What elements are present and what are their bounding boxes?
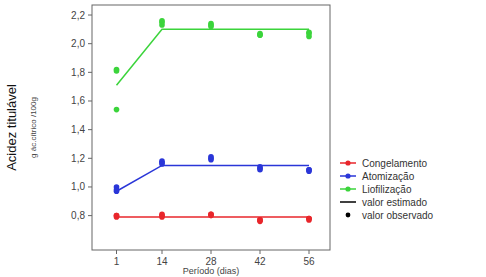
y-tick-label: 2,2 [71, 10, 85, 21]
observed-point [257, 217, 263, 223]
x-axis-label: Período (dias) [183, 266, 240, 276]
legend-marker [345, 186, 350, 191]
y-tick [88, 100, 92, 101]
legend-marker [346, 213, 351, 218]
observed-point [306, 216, 312, 222]
y-tick [88, 129, 92, 130]
observed-point [257, 32, 263, 38]
legend-label: Atomização [362, 171, 415, 182]
legend-line [340, 201, 356, 203]
y-axis-unit: g ác.cítrico /100g [29, 97, 38, 158]
estimated-line [117, 29, 310, 85]
observed-point [114, 213, 120, 219]
observed-point [306, 29, 312, 35]
observed-point [159, 18, 165, 24]
x-tick [116, 250, 117, 254]
observed-point [208, 211, 214, 217]
observed-point [306, 216, 312, 222]
y-tick [88, 15, 92, 16]
observed-point [114, 67, 120, 73]
observed-point [257, 32, 263, 38]
y-tick-label: 1,6 [71, 95, 85, 106]
y-tick-label: 2,0 [71, 38, 85, 49]
x-tick-label: 1 [114, 256, 120, 267]
y-tick [88, 43, 92, 44]
x-tick [260, 250, 261, 254]
observed-point [208, 211, 214, 217]
y-tick-label: 1,2 [71, 153, 85, 164]
x-tick [162, 250, 163, 254]
x-tick-label: 14 [156, 256, 168, 267]
legend-marker [345, 160, 350, 165]
estimated-line [117, 165, 310, 191]
plot-marks [114, 18, 312, 224]
y-tick [88, 158, 92, 159]
observed-point [306, 168, 312, 174]
y-tick [88, 186, 92, 187]
x-tick [211, 250, 212, 254]
x-tick-label: 56 [303, 256, 315, 267]
y-tick-label: 0,8 [71, 210, 85, 221]
y-tick [88, 215, 92, 216]
y-axis-label: Acidez titulável [4, 84, 19, 171]
observed-point [114, 213, 120, 219]
legend-marker [345, 173, 350, 178]
y-tick-label: 1,8 [71, 67, 85, 78]
y-tick-label: 1,0 [71, 181, 85, 192]
observed-point [114, 187, 120, 193]
y-tick [88, 72, 92, 73]
observed-point [208, 154, 214, 160]
y-tick-label: 1,4 [71, 124, 85, 135]
observed-point [208, 24, 214, 30]
legend-label: Liofilização [362, 184, 412, 195]
plot-frame [92, 5, 330, 250]
observed-point [159, 211, 165, 217]
x-tick-label: 42 [254, 256, 266, 267]
legend-label: valor estimado [362, 197, 427, 208]
observed-point [257, 217, 263, 223]
chart: 0,81,01,21,41,61,82,02,2114284256Acidez … [0, 0, 486, 277]
x-tick [309, 250, 310, 254]
observed-point [114, 107, 120, 113]
legend-label: Congelamento [362, 158, 427, 169]
observed-point [257, 166, 263, 172]
legend-label: valor observado [362, 210, 434, 221]
observed-point [159, 161, 165, 167]
